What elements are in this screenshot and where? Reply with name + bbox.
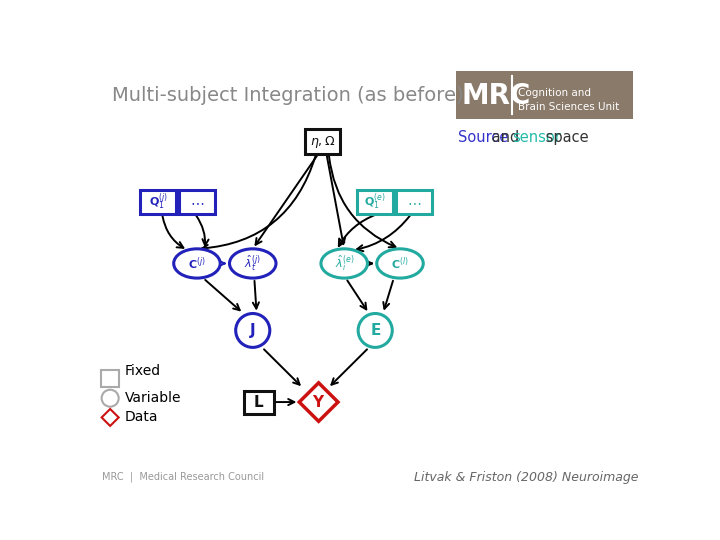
- Circle shape: [235, 314, 270, 347]
- FancyBboxPatch shape: [305, 130, 341, 154]
- FancyBboxPatch shape: [357, 190, 393, 214]
- Text: MRC: MRC: [462, 83, 531, 110]
- Text: Cognition and
Brain Sciences Unit: Cognition and Brain Sciences Unit: [518, 88, 619, 112]
- FancyBboxPatch shape: [396, 190, 432, 214]
- FancyBboxPatch shape: [101, 370, 120, 387]
- Ellipse shape: [174, 249, 220, 278]
- FancyBboxPatch shape: [244, 390, 274, 414]
- Text: $\eta,\Omega$: $\eta,\Omega$: [310, 134, 336, 150]
- Text: sensor: sensor: [512, 130, 561, 145]
- FancyBboxPatch shape: [179, 190, 215, 214]
- Ellipse shape: [230, 249, 276, 278]
- Text: $\mathbf{E}$: $\mathbf{E}$: [369, 322, 381, 339]
- Text: Multi-subject Integration (as before): Multi-subject Integration (as before): [112, 86, 464, 105]
- Text: Data: Data: [125, 410, 158, 424]
- Text: $\mathbf{C}^{(l)}$: $\mathbf{C}^{(l)}$: [391, 255, 409, 272]
- Text: Fixed: Fixed: [125, 364, 161, 378]
- Text: $\mathbf{Q}_1^{(j)}$: $\mathbf{Q}_1^{(j)}$: [148, 192, 168, 212]
- Text: $\mathbf{C}^{(j)}$: $\mathbf{C}^{(j)}$: [188, 255, 206, 272]
- Text: $\cdots$: $\cdots$: [407, 195, 421, 209]
- FancyBboxPatch shape: [456, 71, 632, 119]
- Text: $\mathbf{J}$: $\mathbf{J}$: [249, 321, 256, 340]
- Text: $\hat{\lambda}_t^{(j)}$: $\hat{\lambda}_t^{(j)}$: [244, 254, 261, 273]
- Polygon shape: [102, 409, 119, 426]
- Polygon shape: [300, 383, 338, 421]
- Circle shape: [102, 390, 119, 407]
- Ellipse shape: [377, 249, 423, 278]
- Text: Variable: Variable: [125, 391, 181, 405]
- Circle shape: [358, 314, 392, 347]
- Text: $\cdots$: $\cdots$: [190, 195, 204, 209]
- FancyBboxPatch shape: [140, 190, 176, 214]
- Text: Source: Source: [458, 130, 508, 145]
- Text: and: and: [487, 130, 524, 145]
- Ellipse shape: [321, 249, 367, 278]
- Text: $\mathbf{Q}_1^{(e)}$: $\mathbf{Q}_1^{(e)}$: [364, 192, 386, 212]
- Text: $\mathbf{L}$: $\mathbf{L}$: [253, 394, 264, 410]
- Text: $\hat{\lambda}_i^{(e)}$: $\hat{\lambda}_i^{(e)}$: [335, 254, 354, 273]
- Text: $\mathbf{Y}$: $\mathbf{Y}$: [312, 394, 325, 410]
- Text: space: space: [541, 130, 589, 145]
- Text: MRC  |  Medical Research Council: MRC | Medical Research Council: [102, 471, 264, 482]
- Text: Litvak & Friston (2008) Neuroimage: Litvak & Friston (2008) Neuroimage: [414, 471, 639, 484]
